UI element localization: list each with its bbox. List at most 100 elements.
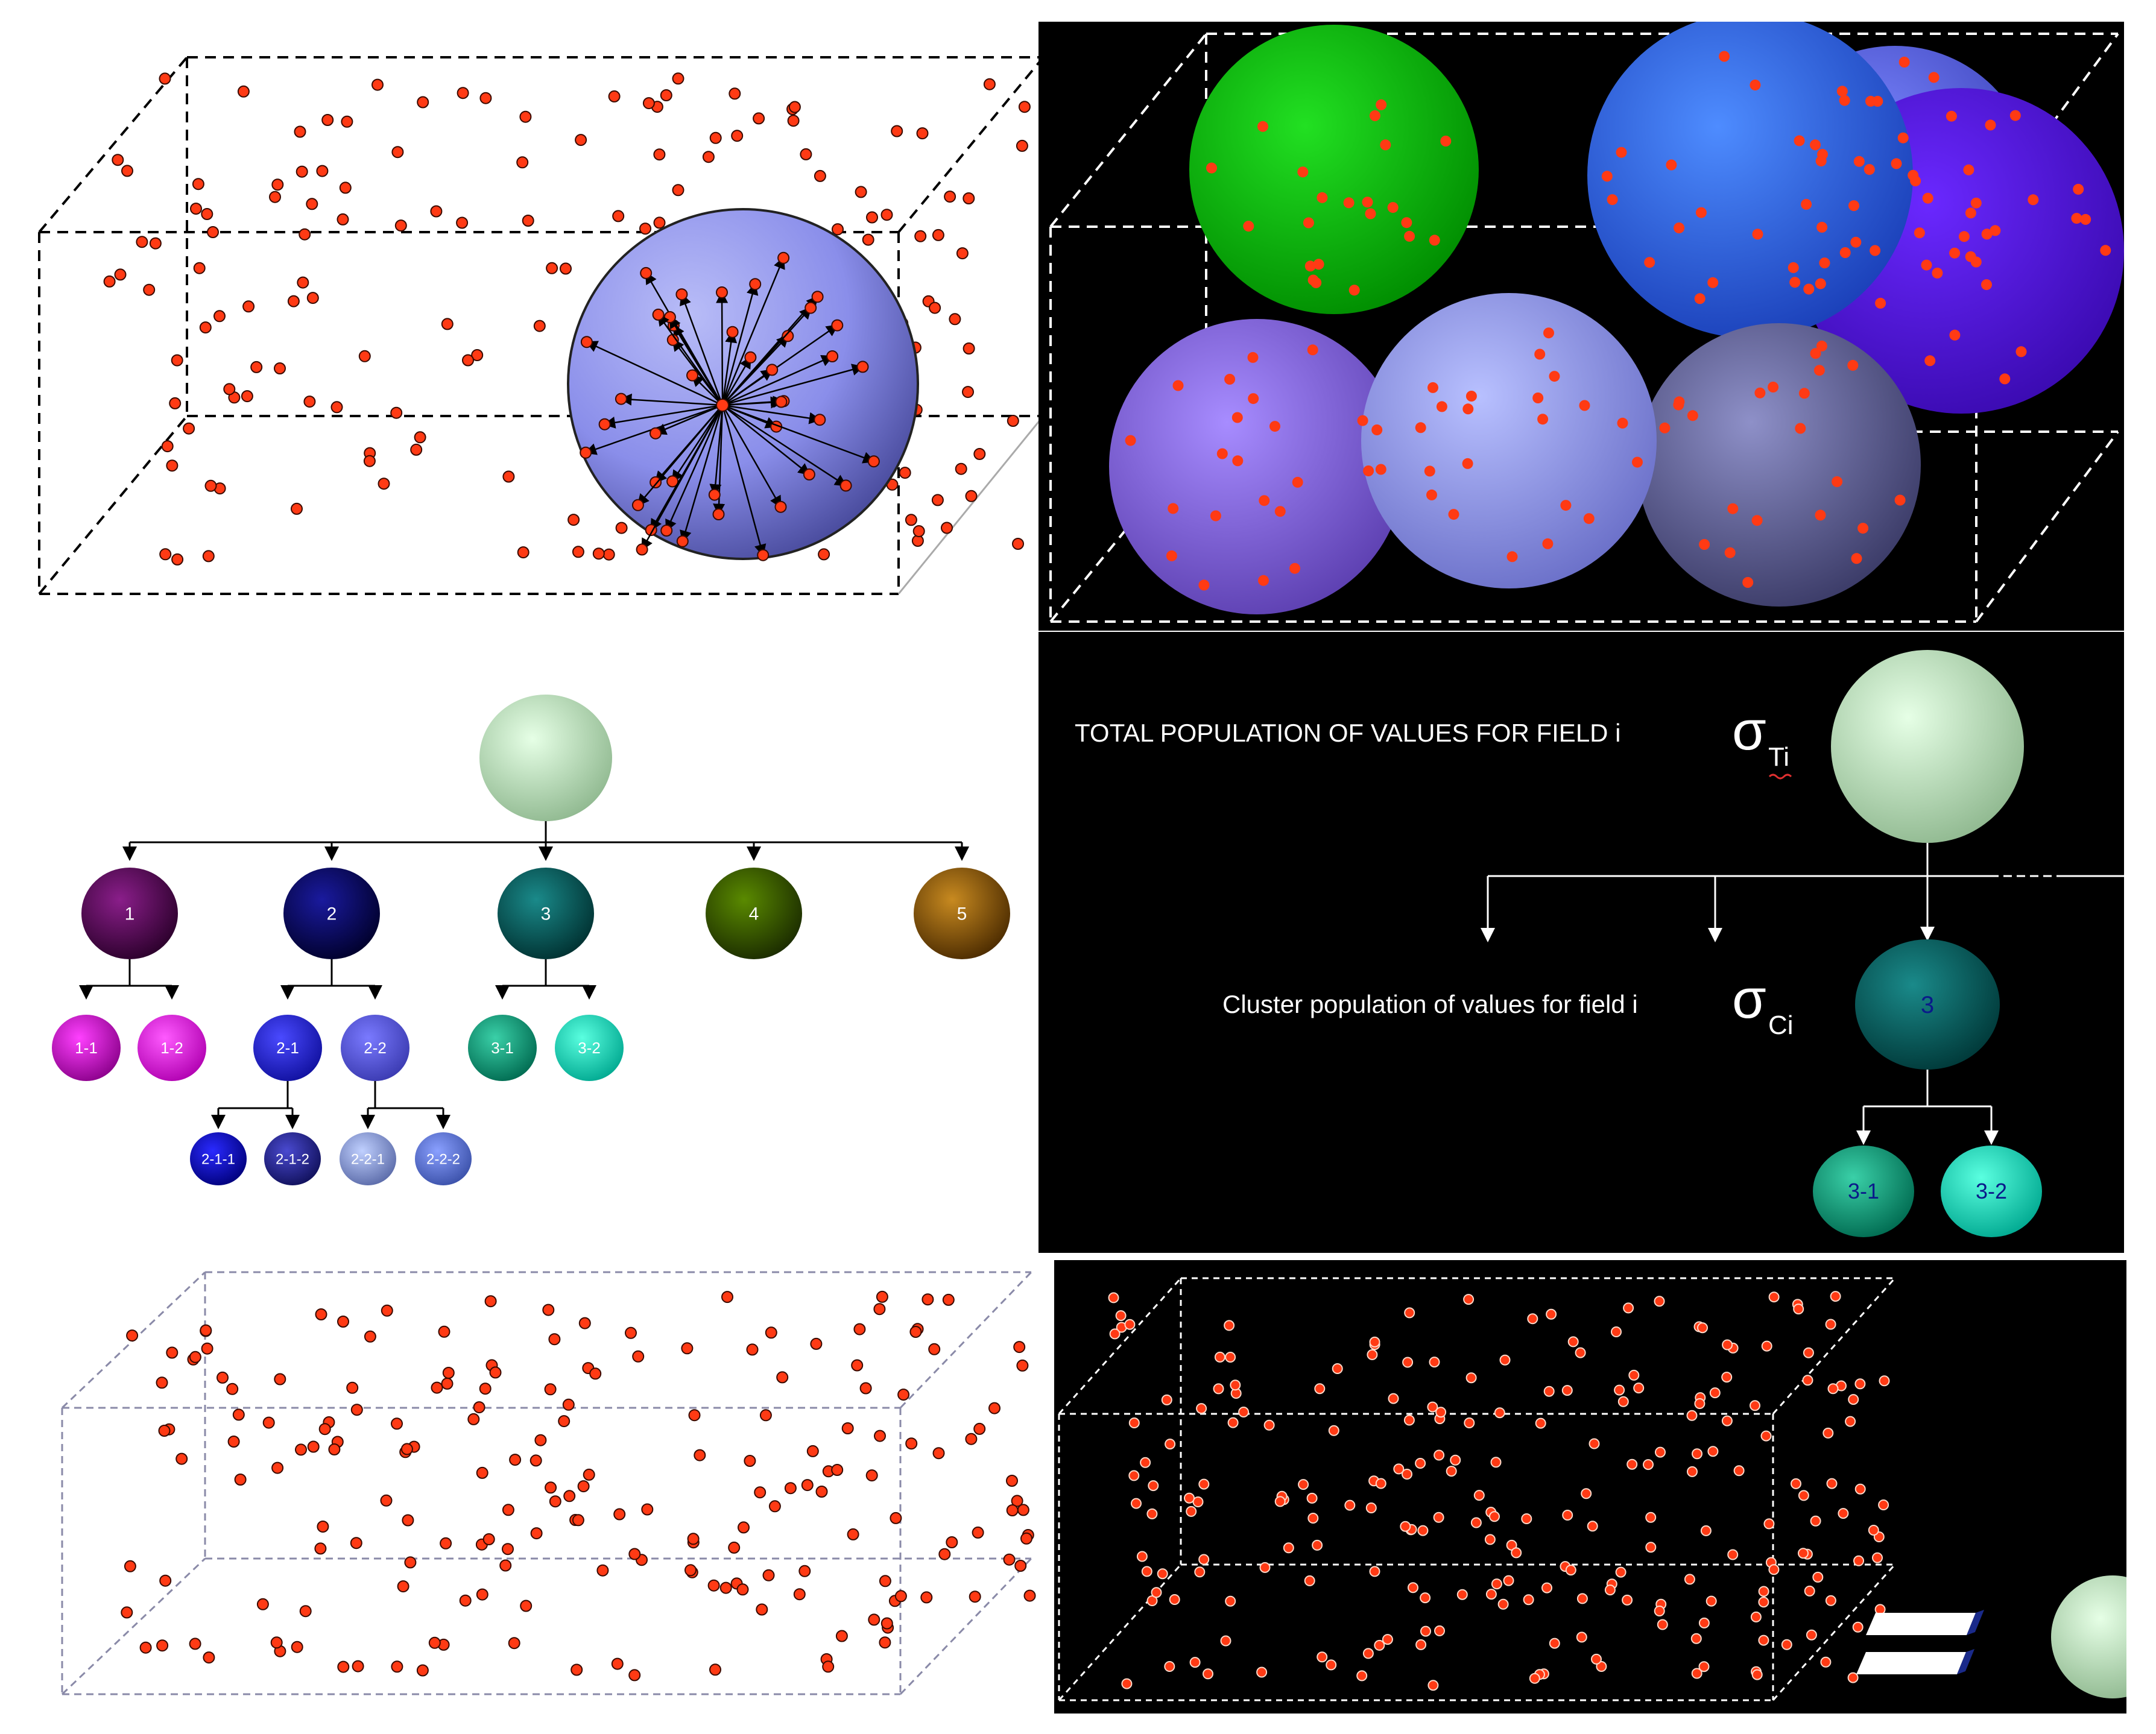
panel-points-white: [0, 1254, 1037, 1724]
point: [297, 276, 309, 289]
point: [1012, 538, 1024, 550]
cluster-node-2-2-1-label: 2-2-1: [351, 1151, 385, 1167]
point: [1115, 1310, 1127, 1322]
point: [1198, 579, 1210, 591]
point: [509, 1454, 522, 1466]
point: [1297, 166, 1309, 178]
point: [2015, 346, 2027, 358]
sphere-radius-diagram: [38, 56, 1043, 595]
point: [973, 448, 986, 460]
point: [1232, 455, 1244, 467]
point: [1248, 393, 1259, 405]
point: [1810, 139, 1821, 151]
point: [687, 1533, 700, 1545]
point: [1921, 259, 1932, 271]
point: [1484, 1534, 1496, 1545]
point: [1503, 1575, 1514, 1586]
point: [1141, 1566, 1152, 1577]
point: [1813, 365, 1825, 376]
point: [183, 422, 195, 435]
point: [1825, 1319, 1836, 1330]
point: [337, 1316, 349, 1328]
point: [159, 72, 171, 85]
point: [1802, 1375, 1813, 1386]
point: [1699, 539, 1710, 550]
point: [676, 535, 689, 547]
point: [1402, 1357, 1414, 1368]
point: [516, 156, 529, 169]
point: [1839, 95, 1850, 106]
point: [782, 330, 794, 342]
point: [1589, 1438, 1600, 1449]
point: [291, 1641, 303, 1653]
point: [879, 1636, 891, 1649]
point: [1803, 1347, 1814, 1358]
cluster-node-1-1-label: 1-1: [75, 1039, 98, 1057]
point: [1192, 1496, 1204, 1507]
point: [1541, 1582, 1552, 1594]
point: [2073, 183, 2084, 195]
point: [1448, 509, 1459, 520]
cluster-node-4: [706, 868, 802, 959]
point: [567, 514, 580, 526]
point: [914, 230, 927, 242]
point: [1897, 132, 1909, 143]
point: [1357, 415, 1368, 426]
point: [1806, 1629, 1817, 1641]
point: [1645, 1512, 1657, 1523]
point: [1375, 1478, 1386, 1489]
point: [822, 1660, 835, 1673]
point: [1434, 1449, 1445, 1461]
point: [1387, 202, 1399, 213]
point: [1694, 1398, 1706, 1409]
point: [476, 1588, 488, 1601]
point: [1719, 51, 1730, 62]
equals-sign: [1856, 1610, 1984, 1674]
cluster-node-2-2-2-label: 2-2-2: [426, 1151, 460, 1167]
point: [922, 1293, 934, 1306]
point: [949, 313, 961, 326]
point: [1465, 1372, 1477, 1384]
point: [158, 1425, 171, 1437]
point: [1166, 550, 1177, 561]
point: [1307, 344, 1318, 356]
radius-arrow: [603, 404, 723, 429]
point: [880, 1617, 893, 1630]
point: [963, 342, 975, 355]
point: [876, 1290, 888, 1303]
point: [499, 1559, 512, 1572]
point: [1426, 489, 1437, 500]
spell-underline: [1768, 774, 1792, 780]
point: [1795, 423, 1806, 434]
point: [1151, 1587, 1162, 1598]
point: [650, 476, 662, 488]
point: [653, 148, 666, 161]
point: [502, 1504, 514, 1516]
point: [1617, 1396, 1629, 1407]
point: [1227, 1417, 1239, 1428]
cluster-node-2-1-label: 2-1: [276, 1039, 299, 1057]
point: [1521, 1513, 1532, 1524]
point: [1542, 538, 1554, 549]
point: [744, 1455, 756, 1467]
point: [1763, 1518, 1775, 1530]
cluster-node-2-1-2: [264, 1132, 321, 1185]
point: [1768, 382, 1779, 393]
point: [932, 229, 944, 241]
point: [1826, 1478, 1838, 1489]
point: [941, 522, 953, 534]
point: [938, 1548, 951, 1560]
point: [1567, 1336, 1579, 1348]
point: [1727, 1549, 1739, 1560]
root-sphere: [2051, 1575, 2126, 1698]
point: [909, 1326, 922, 1338]
point: [201, 1342, 213, 1355]
root-cluster-node: [479, 695, 612, 821]
point: [417, 96, 429, 109]
point: [1970, 197, 1982, 209]
point: [868, 1613, 880, 1626]
point: [1565, 1565, 1576, 1576]
point: [457, 87, 469, 99]
point: [484, 1295, 497, 1308]
point: [1186, 1505, 1197, 1517]
